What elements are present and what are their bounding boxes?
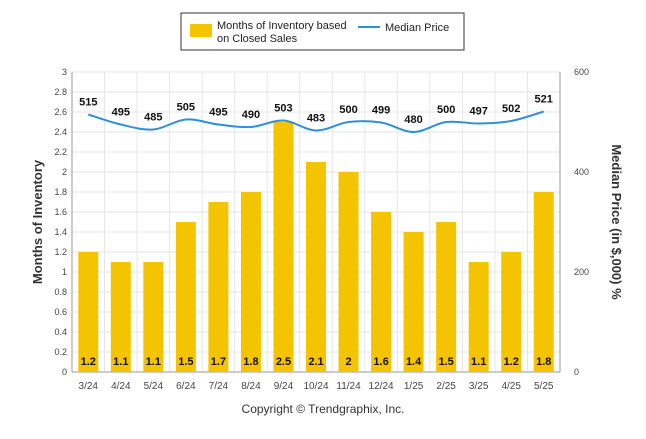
left-tick-label: 3 <box>62 67 67 77</box>
x-tick-label: 9/24 <box>274 381 294 392</box>
x-tick-label: 4/24 <box>111 381 131 392</box>
left-tick-label: 2 <box>62 167 67 177</box>
median-price-line <box>87 110 545 134</box>
left-axis-ticks: 0 0.2 0.4 0.6 0.8 1 1.2 1.4 1.6 1.8 2 2.2 2.4 2.6 2.8 3 <box>54 67 67 377</box>
x-tick-label: 7/24 <box>209 381 229 392</box>
x-tick-label: 2/25 <box>436 381 456 392</box>
bar-value-label: 1.1 <box>471 356 486 368</box>
x-tick-label: 11/24 <box>336 381 361 392</box>
line-value-label: 500 <box>437 104 455 116</box>
right-tick-label: 400 <box>574 167 589 177</box>
line-value-label: 495 <box>112 107 130 119</box>
bar <box>208 202 229 372</box>
line-value-label: 502 <box>502 103 520 115</box>
bar-value-label: 1.1 <box>113 356 128 368</box>
left-tick-label: 0.2 <box>54 347 67 357</box>
bar-value-label: 2.1 <box>308 356 323 368</box>
line-series <box>87 110 545 134</box>
bar-value-label: 1.4 <box>406 356 422 368</box>
bar <box>533 192 554 372</box>
legend-line-label: Median Price <box>385 22 449 34</box>
bar-value-label: 1.6 <box>373 356 388 368</box>
left-tick-label: 0.6 <box>54 307 67 317</box>
bar-value-label: 1.7 <box>211 356 226 368</box>
bar <box>371 212 392 372</box>
x-tick-label: 8/24 <box>241 381 261 392</box>
x-tick-label: 12/24 <box>369 381 394 392</box>
bar <box>501 252 522 372</box>
right-axis-ticks: 0 200 400 600 <box>574 67 589 377</box>
bar-value-label: 1.5 <box>438 356 453 368</box>
bar-value-label: 1.1 <box>146 356 161 368</box>
left-tick-label: 2.4 <box>54 127 67 137</box>
legend: Months of Inventory based on Closed Sale… <box>180 12 465 51</box>
bar-value-label: 2 <box>345 356 351 368</box>
line-value-label: 483 <box>307 113 325 125</box>
right-tick-label: 600 <box>574 67 589 77</box>
bar <box>403 232 424 372</box>
left-tick-label: 1.4 <box>54 227 67 237</box>
left-tick-label: 1.6 <box>54 207 67 217</box>
x-tick-label: 4/25 <box>501 381 521 392</box>
line-value-label: 505 <box>177 102 195 114</box>
x-tick-label: 5/24 <box>144 381 164 392</box>
x-tick-label: 5/25 <box>534 381 554 392</box>
left-tick-label: 1.8 <box>54 187 67 197</box>
bar <box>175 222 196 372</box>
bar-value-label: 1.2 <box>81 356 96 368</box>
bar <box>240 192 261 372</box>
left-tick-label: 0.8 <box>54 287 67 297</box>
line-value-labels: 515 495 485 505 495 490 503 483 500 499 480 500 497 5… <box>79 94 553 127</box>
line-value-label: 485 <box>144 112 162 124</box>
line-value-label: 480 <box>404 114 422 126</box>
left-axis-title: Months of Inventory <box>30 159 45 284</box>
line-value-label: 495 <box>209 107 227 119</box>
x-tick-label: 1/25 <box>404 381 424 392</box>
line-value-label: 490 <box>242 109 260 121</box>
bar-value-label: 1.2 <box>504 356 519 368</box>
left-tick-label: 2.6 <box>54 107 67 117</box>
x-tick-label: 10/24 <box>303 381 328 392</box>
left-tick-label: 2.8 <box>54 87 67 97</box>
line-value-label: 500 <box>339 104 357 116</box>
bar <box>468 262 489 372</box>
line-value-label: 521 <box>535 94 553 106</box>
bar <box>110 262 131 372</box>
legend-bar-label-line1: Months of Inventory based <box>217 20 347 32</box>
bar-value-labels: 1.2 1.1 1.1 1.5 1.7 1.8 2.5 2.1 2 1.6 1.4 1.5 1.1 1.2… <box>81 356 552 368</box>
bar-value-label: 1.8 <box>536 356 551 368</box>
x-tick-label: 6/24 <box>176 381 196 392</box>
bar-series <box>78 122 554 372</box>
line-value-label: 503 <box>274 103 292 115</box>
bar-value-label: 1.8 <box>243 356 258 368</box>
x-axis-ticks: 3/24 4/24 5/24 6/24 7/24 8/24 9/24 10/24 11/24 12… <box>79 381 554 392</box>
bar <box>436 222 457 372</box>
left-tick-label: 1 <box>62 267 67 277</box>
bar <box>306 162 326 372</box>
x-tick-label: 3/24 <box>79 381 99 392</box>
bar <box>143 262 164 372</box>
right-tick-label: 200 <box>574 267 589 277</box>
bar-value-label: 1.5 <box>178 356 193 368</box>
bar <box>338 172 359 372</box>
right-tick-label: 0 <box>574 367 579 377</box>
line-value-label: 515 <box>79 97 97 109</box>
bar <box>78 252 99 372</box>
legend-box <box>180 12 465 51</box>
line-value-label: 497 <box>469 106 487 118</box>
left-tick-label: 0 <box>62 367 67 377</box>
copyright-footer: Copyright © Trendgraphix, Inc. <box>242 402 405 416</box>
left-tick-label: 1.2 <box>54 247 67 257</box>
left-tick-label: 0.4 <box>54 327 67 337</box>
left-tick-label: 2.2 <box>54 147 67 157</box>
bar-value-label: 2.5 <box>276 356 291 368</box>
legend-bar-label-line2: on Closed Sales <box>217 33 298 45</box>
right-axis-title: Median Price (in $,000) % <box>609 144 624 300</box>
x-tick-label: 3/25 <box>469 381 489 392</box>
legend-bar-swatch <box>190 24 212 37</box>
bar <box>273 122 294 372</box>
line-value-label: 499 <box>372 105 390 117</box>
